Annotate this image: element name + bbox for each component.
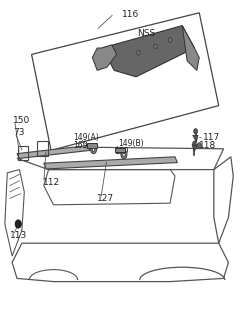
Polygon shape [193,135,198,141]
Polygon shape [192,145,198,151]
Polygon shape [87,143,97,148]
Text: 149(B): 149(B) [118,139,143,148]
Text: 113: 113 [10,231,27,240]
Circle shape [91,146,96,154]
Text: 169: 169 [114,147,129,156]
Polygon shape [17,146,90,158]
Circle shape [137,51,140,55]
Circle shape [168,38,172,42]
Text: 112: 112 [43,178,60,187]
Circle shape [123,153,125,156]
Text: 149(A): 149(A) [73,133,99,142]
Text: NSS: NSS [137,29,155,38]
Circle shape [121,151,127,159]
Text: 150: 150 [13,116,31,124]
Circle shape [193,141,196,146]
Text: 73: 73 [13,128,25,137]
Text: 116: 116 [122,10,139,19]
Polygon shape [182,26,199,70]
Polygon shape [102,26,194,77]
Text: 117: 117 [203,133,220,142]
Polygon shape [44,157,177,169]
Text: 169: 169 [73,141,87,150]
Polygon shape [115,148,125,152]
Text: 127: 127 [97,194,114,203]
Circle shape [194,129,198,134]
Circle shape [15,220,21,228]
Text: 118: 118 [199,141,217,150]
Circle shape [154,44,157,49]
Polygon shape [92,45,117,70]
Circle shape [92,148,95,151]
Circle shape [197,143,201,148]
